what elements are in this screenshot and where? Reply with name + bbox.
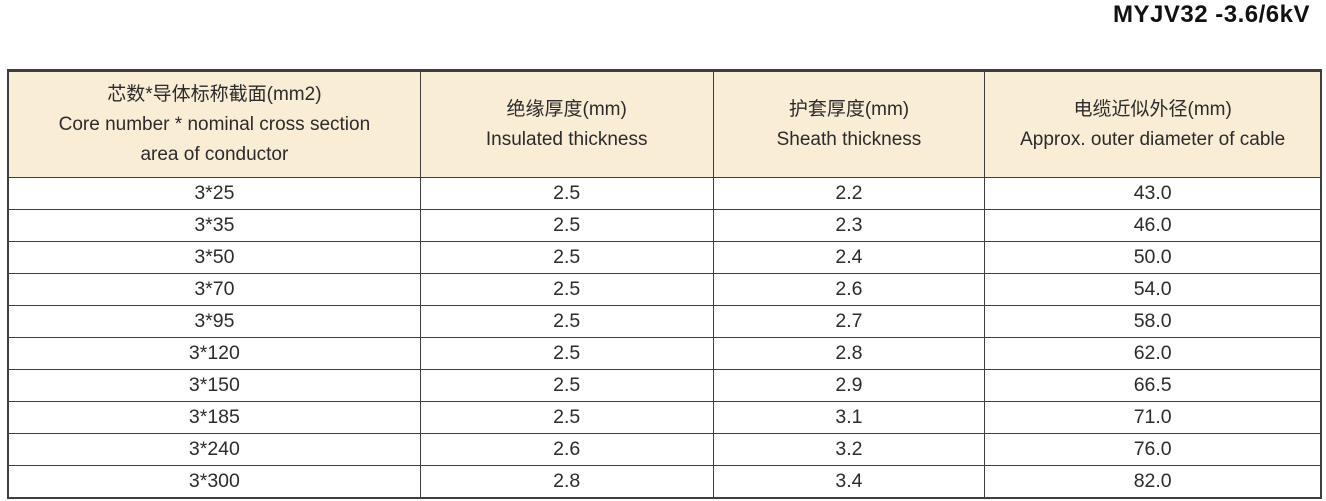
- table-row: 3*50 2.5 2.4 50.0: [7, 241, 1322, 274]
- table-row: 3*35 2.5 2.3 46.0: [7, 209, 1322, 242]
- table-cell: 62.0: [984, 337, 1322, 370]
- page-title: MYJV32 -3.6/6kV: [1113, 1, 1310, 28]
- table-row: 3*185 2.5 3.1 71.0: [7, 401, 1322, 434]
- table-cell: 3*35: [7, 209, 421, 242]
- table-cell: 3*25: [7, 177, 421, 210]
- table-cell: 76.0: [984, 433, 1322, 466]
- header-cell-core-section: 芯数*导体标称截面(mm2) Core number * nominal cro…: [7, 70, 421, 178]
- table-cell: 3*240: [7, 433, 421, 466]
- table-cell: 2.5: [419, 273, 714, 306]
- table-cell: 3*50: [7, 241, 421, 274]
- table-cell: 54.0: [984, 273, 1322, 306]
- table-cell: 3*185: [7, 401, 421, 434]
- table-row: 3*70 2.5 2.6 54.0: [7, 273, 1322, 306]
- table-body: 3*25 2.5 2.2 43.0 3*35 2.5 2.3 46.0 3*50 2.5 2.4 50…: [7, 177, 1322, 498]
- table-cell: 3*95: [7, 305, 421, 338]
- header-en-outer-diameter: Approx. outer diameter of cable: [1020, 128, 1286, 150]
- header-en-core-section-line2: area of conductor: [140, 143, 289, 165]
- header-cell-outer-diameter: 电缆近似外径(mm) Approx. outer diameter of cab…: [984, 70, 1322, 178]
- table-cell: 2.9: [712, 369, 986, 402]
- header-zh-outer-diameter: 电缆近似外径(mm): [1073, 98, 1232, 120]
- table-cell: 66.5: [984, 369, 1322, 402]
- header-en-sheath-thickness: Sheath thickness: [776, 128, 922, 150]
- table-cell: 3*120: [7, 337, 421, 370]
- cable-spec-table: 芯数*导体标称截面(mm2) Core number * nominal cro…: [7, 69, 1322, 499]
- table-cell: 3.1: [712, 401, 986, 434]
- table-cell: 3.2: [712, 433, 986, 466]
- table-cell: 82.0: [984, 465, 1322, 498]
- header-zh-sheath-thickness: 护套厚度(mm): [788, 98, 910, 120]
- header-row: 芯数*导体标称截面(mm2) Core number * nominal cro…: [7, 70, 1322, 178]
- table-cell: 3*70: [7, 273, 421, 306]
- table-cell: 50.0: [984, 241, 1322, 274]
- table-cell: 46.0: [984, 209, 1322, 242]
- table-cell: 2.3: [712, 209, 986, 242]
- table-cell: 3.4: [712, 465, 986, 498]
- table-cell: 2.2: [712, 177, 986, 210]
- table-cell: 2.5: [419, 241, 714, 274]
- table-cell: 2.4: [712, 241, 986, 274]
- table-cell: 2.5: [419, 337, 714, 370]
- table-cell: 2.5: [419, 305, 714, 338]
- table-row: 3*25 2.5 2.2 43.0: [7, 177, 1322, 210]
- header-en-insulated-thickness: Insulated thickness: [485, 128, 648, 150]
- table-cell: 2.5: [419, 369, 714, 402]
- table-cell: 3*150: [7, 369, 421, 402]
- table-cell: 2.8: [419, 465, 714, 498]
- table-cell: 3*300: [7, 465, 421, 498]
- header-cell-sheath-thickness: 护套厚度(mm) Sheath thickness: [712, 70, 986, 178]
- table-cell: 71.0: [984, 401, 1322, 434]
- table-cell: 2.6: [419, 433, 714, 466]
- table-header: 芯数*导体标称截面(mm2) Core number * nominal cro…: [7, 70, 1322, 178]
- table-cell: 2.6: [712, 273, 986, 306]
- table-row: 3*300 2.8 3.4 82.0: [7, 465, 1322, 498]
- table-cell: 43.0: [984, 177, 1322, 210]
- table-row: 3*240 2.6 3.2 76.0: [7, 433, 1322, 466]
- table-cell: 2.7: [712, 305, 986, 338]
- table-row: 3*150 2.5 2.9 66.5: [7, 369, 1322, 402]
- header-zh-insulated-thickness: 绝缘厚度(mm): [506, 98, 627, 120]
- header-cell-insulated-thickness: 绝缘厚度(mm) Insulated thickness: [419, 70, 714, 178]
- table-row: 3*120 2.5 2.8 62.0: [7, 337, 1322, 370]
- table-cell: 58.0: [984, 305, 1322, 338]
- header-zh-core-section: 芯数*导体标称截面(mm2): [107, 83, 322, 105]
- table-cell: 2.5: [419, 177, 714, 210]
- table-cell: 2.5: [419, 209, 714, 242]
- header-en-core-section-line1: Core number * nominal cross section: [58, 113, 371, 135]
- table-row: 3*95 2.5 2.7 58.0: [7, 305, 1322, 338]
- table-cell: 2.5: [419, 401, 714, 434]
- table-cell: 2.8: [712, 337, 986, 370]
